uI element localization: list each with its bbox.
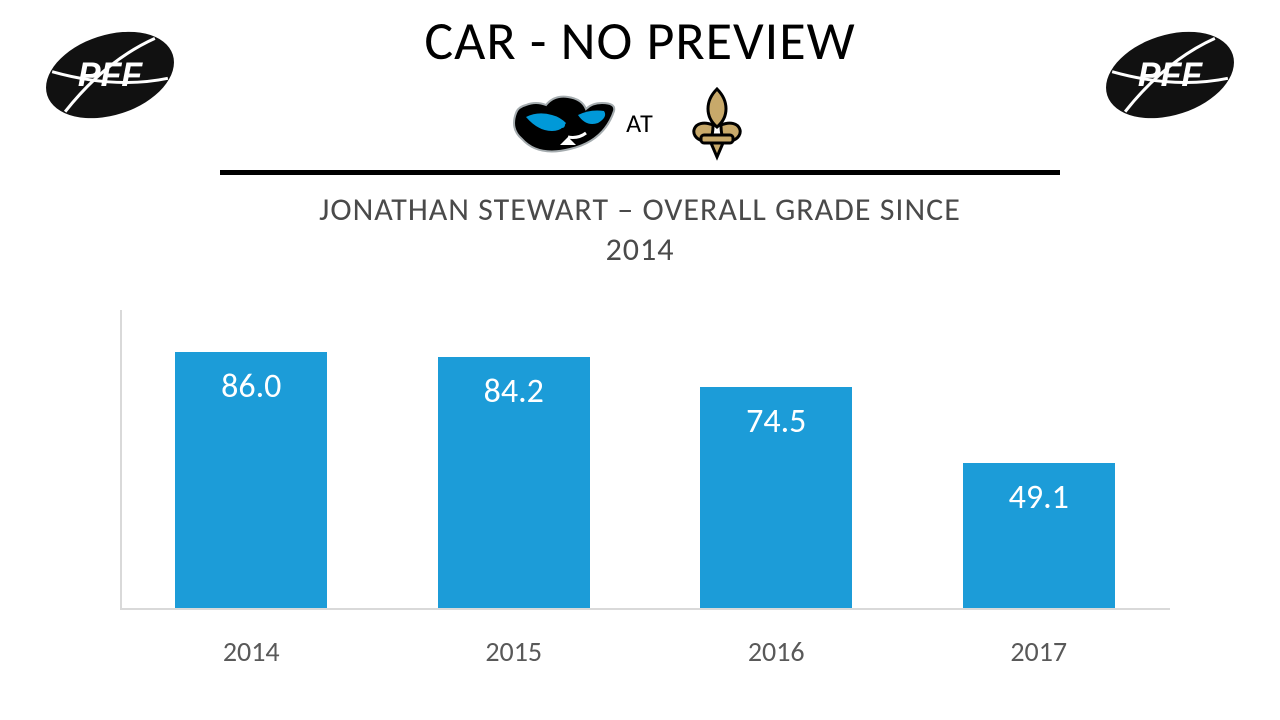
x-label: 2015 [383,622,646,670]
bar-slot: 49.1 [908,310,1171,610]
bar-slot: 86.0 [120,310,383,610]
page-title: CAR - NO PREVIEW [0,8,1280,74]
x-axis [120,608,1170,610]
chart-title-line2: 2014 [606,230,675,269]
plot-area: 86.0 84.2 74.5 49.1 [120,310,1170,610]
bar: 84.2 [438,357,590,610]
chart-title: JONATHAN STEWART – OVERALL GRADE SINCE 2… [0,190,1280,270]
bar-value-label: 74.5 [700,401,852,442]
bar-slot: 84.2 [383,310,646,610]
x-label: 2014 [120,622,383,670]
bar-value-label: 84.2 [438,371,590,412]
bars-container: 86.0 84.2 74.5 49.1 [120,310,1170,610]
bar-value-label: 86.0 [175,366,327,407]
at-label: AT [626,107,654,139]
bar-value-label: 49.1 [963,477,1115,518]
chart-title-line1: JONATHAN STEWART – OVERALL GRADE SINCE [319,190,961,229]
bar: 86.0 [175,352,327,610]
x-label: 2016 [645,622,908,670]
page-root: PFF PFF CAR - NO PREVIEW AT [0,0,1280,720]
saints-logo [662,83,772,163]
x-labels: 2014201520162017 [120,622,1170,670]
x-label: 2017 [908,622,1171,670]
matchup-row: AT [0,78,1280,168]
bar-chart: 86.0 84.2 74.5 49.1 2014201520162017 [120,310,1170,670]
bar: 74.5 [700,387,852,611]
panthers-logo [508,83,618,163]
bar: 49.1 [963,463,1115,610]
header-divider [220,170,1060,175]
bar-slot: 74.5 [645,310,908,610]
